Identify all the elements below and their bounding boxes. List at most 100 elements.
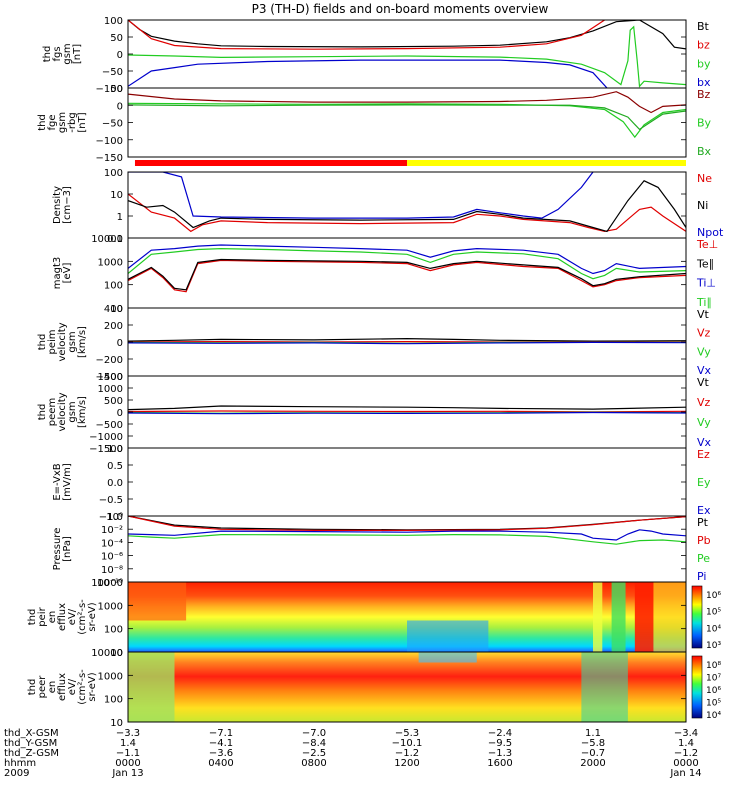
y-tick-label: 10 (110, 718, 123, 729)
x-axis-value: 1.4 (678, 738, 694, 749)
peir-feature (128, 582, 187, 621)
series-fgs-bz (128, 20, 605, 50)
peir-colorbar: 10⁶ 10⁵ 10⁴ 10³ (691, 585, 721, 651)
efield-frame (127, 447, 687, 517)
y-axis-label-line: (cm²-s- (77, 669, 88, 705)
y-tick-label: −100 (96, 136, 123, 147)
x-axis-value: 0000 (115, 758, 140, 769)
legend-fgs: by (697, 57, 711, 70)
x-axis-value: −1.1 (116, 748, 140, 759)
y-axis-label-line: thd (37, 114, 48, 131)
peer-frame (127, 651, 687, 723)
y-tick-label: 10⁻⁸ (101, 565, 123, 576)
x-axis-value: 1.4 (120, 738, 136, 749)
legend-peem: Vx (697, 436, 712, 449)
series-fgs-bx (128, 59, 608, 88)
x-axis-value: Jan 14 (669, 768, 701, 779)
y-tick-label: 1500 (98, 372, 123, 383)
series-pressure-Pt (128, 516, 686, 531)
panel-fgs: 100 50 0 −50 −100 thdfgsgsm[nT] Bt bz by bx (42, 16, 711, 95)
x-axis-value: 2000 (580, 758, 605, 769)
series-fgs-by (128, 25, 686, 88)
colorbar-tick-label: 10⁴ (706, 711, 721, 721)
x-axis-value: −8.4 (302, 738, 326, 749)
peir-feature (611, 582, 626, 652)
series-temperature-Ti∥ (128, 247, 686, 280)
x-axis-value: −7.0 (302, 728, 326, 739)
legend-temperature: Te⊥ (696, 238, 718, 251)
y-axis-label-line: [cm−3] (62, 186, 73, 224)
y-axis-label-line: magt3 (52, 257, 63, 290)
y-axis-label: thdpeireneffluxeV/(cm²-s-sr-eV) (27, 599, 98, 635)
y-axis-label: thdpeereneffluxeV/(cm²-s-sr-eV) (27, 669, 98, 705)
legend-fgs: bx (697, 76, 711, 89)
x-axis-value: −7.1 (209, 728, 233, 739)
legend-efield: Ey (697, 476, 711, 489)
y-axis-label-line: velocity (57, 322, 68, 361)
x-axis-value: −1.2 (674, 748, 698, 759)
x-axis-value: −1.3 (488, 748, 512, 759)
y-tick-label: −0.5 (99, 495, 123, 506)
x-row-label: hhmm (4, 758, 36, 769)
legend-pressure: Pe (697, 552, 710, 565)
y-axis-label-line: [eV] (62, 263, 73, 284)
y-axis-label-line: gsm (57, 112, 68, 133)
y-axis-label-line: E=-VxB (52, 463, 63, 500)
y-axis-label-line: efflux (57, 673, 68, 701)
fge-frame (127, 87, 687, 158)
legend-temperature: Ti∥ (696, 296, 712, 309)
y-tick-label: 1000 (98, 601, 123, 612)
colorbar-tick-label: 10³ (706, 641, 721, 651)
y-axis-label-line: [km/s] (77, 396, 88, 428)
y-axis-label-line: sr-eV) (87, 672, 98, 701)
legend-pressure: Pi (697, 570, 706, 583)
mode-bar-segment (134, 160, 407, 166)
peer-colorbar: 10⁸ 10⁷ 10⁶ 10⁵ 10⁴ (691, 655, 721, 721)
y-tick-label: 0 (117, 408, 123, 419)
colorbar-tick-label: 10⁴ (706, 624, 721, 634)
legend-peem: Vt (697, 376, 710, 389)
y-tick-label: 10⁻⁴ (101, 538, 123, 549)
x-axis-value: −10.1 (392, 738, 423, 749)
y-tick-label: −1500 (89, 444, 123, 455)
y-tick-label: 1000 (98, 671, 123, 682)
y-axis-label: thdpeemvelocitygsm[km/s] (37, 392, 88, 431)
fgs-lines (128, 20, 686, 88)
colorbar-tick-label: 10⁸ (706, 661, 721, 671)
y-axis-label-line: en (47, 611, 58, 624)
legend-density: Ni (697, 199, 708, 212)
peem-lines (128, 405, 686, 415)
y-axis-label-line: thd (27, 679, 38, 696)
series-pressure-Pi (128, 529, 686, 541)
y-axis-label-line: fge (47, 114, 58, 130)
y-tick-label: 100 (104, 281, 123, 292)
series-peem-Vx (128, 411, 686, 415)
legend-pressure: Pt (697, 516, 709, 529)
colorbar-tick-label: 10⁷ (706, 674, 721, 684)
series-peim-Vx (128, 341, 686, 345)
x-axis-value: 0400 (208, 758, 233, 769)
pressure-lines (128, 516, 686, 545)
x-row-label: thd_Z-GSM (4, 748, 59, 759)
legend-temperature: Ti⊥ (696, 277, 716, 290)
y-axis-label-line: gsm (67, 401, 78, 422)
y-axis-label: Density[cm−3] (52, 186, 73, 224)
series-pressure-Pe (128, 533, 686, 545)
y-tick-label: 400 (104, 304, 123, 315)
x-axis-value: −0.7 (581, 748, 605, 759)
density-frame (127, 171, 687, 239)
y-tick-label: −1000 (89, 432, 123, 443)
mode-bar (134, 160, 686, 166)
y-axis-label-line: eV/ (67, 608, 78, 625)
y-axis-label-line: peim (47, 329, 58, 354)
y-tick-label: 10 (110, 648, 123, 659)
legend-peim: Vy (697, 345, 711, 358)
fgs-frame (127, 19, 687, 89)
legend-fge: Bz (697, 88, 711, 101)
y-axis-label: thdfgsgsm[nT] (42, 43, 83, 64)
y-tick-label: 10 (110, 304, 123, 315)
fge-lines (128, 91, 686, 139)
y-axis-label-line: [km/s] (77, 326, 88, 358)
legend-fge: Bx (697, 145, 712, 158)
series-fge-Bz (128, 91, 686, 114)
